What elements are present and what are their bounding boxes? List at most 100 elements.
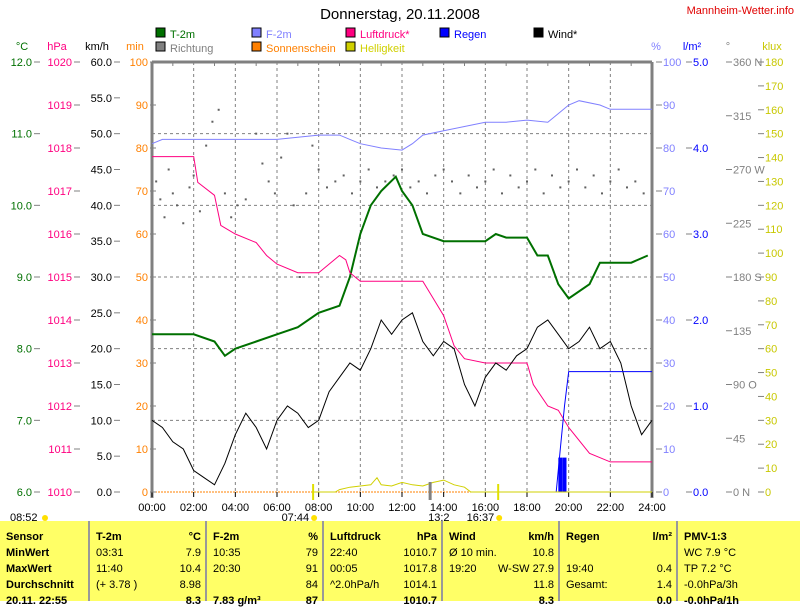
- axis-unit-label: l/m²: [683, 41, 702, 53]
- table-cell: -0.0hPa/3h: [684, 579, 738, 591]
- axis-tick-label: 0: [765, 487, 771, 499]
- chart-title: Donnerstag, 20.11.2008: [320, 6, 480, 23]
- axis-tick-label: 1.0: [693, 401, 708, 413]
- daylength-label: 08:52: [10, 512, 38, 521]
- axis-tick-label: 50: [136, 272, 148, 284]
- axis-tick-label: 20: [136, 401, 148, 413]
- legend-swatch: [251, 27, 262, 38]
- sun-icon: [311, 515, 318, 521]
- rain-bar: [562, 457, 567, 492]
- table-cell: 19:20: [449, 563, 477, 575]
- direction-point: [171, 192, 174, 195]
- direction-point: [286, 132, 289, 135]
- axis-tick-label: 30: [765, 415, 777, 427]
- sun-icon: [496, 515, 503, 521]
- direction-point: [305, 192, 308, 195]
- axis-tick-label: 9.0: [17, 272, 32, 284]
- axis-tick-label: 40: [765, 391, 777, 403]
- direction-point: [367, 168, 370, 171]
- weather-chart: 00:00 02:00 04:00 06:00 08:00 10:00 12:00 14:00…: [10, 27, 783, 521]
- direction-point: [163, 216, 166, 219]
- axis-tick-label: 110: [765, 224, 783, 236]
- axis-tick-label: 0: [663, 487, 669, 499]
- direction-point: [392, 174, 395, 177]
- table-cell: 10.8: [532, 547, 554, 559]
- legend-swatch: [533, 27, 544, 38]
- table-cell: WC 7.9 °C: [684, 547, 737, 559]
- axis-unit-label: min: [126, 41, 144, 53]
- direction-point: [198, 210, 201, 213]
- sun-time-label: 07:44: [282, 512, 310, 521]
- table-cell: 11:40: [96, 563, 123, 575]
- direction-point: [205, 144, 208, 147]
- series-line-helligkeit: [312, 476, 652, 493]
- table-cell: -0.0hPa/1h: [684, 595, 740, 607]
- direction-point: [559, 186, 562, 189]
- table-cell: Luftdruck: [330, 531, 381, 543]
- axis-tick-label: 50: [663, 272, 675, 284]
- direction-point: [334, 180, 337, 183]
- table-cell: 20.11. 22:55: [6, 595, 68, 607]
- table-cell: 20:30: [213, 563, 241, 575]
- direction-point: [409, 186, 412, 189]
- table-cell: 00:05: [330, 563, 358, 575]
- axis-tick-label: 130: [765, 176, 783, 188]
- x-tick-label: 16:00: [472, 502, 500, 514]
- x-tick-label: 04:00: [222, 502, 250, 514]
- direction-point: [342, 174, 345, 177]
- direction-point: [311, 144, 314, 147]
- axis-tick-label: 90 O: [733, 380, 757, 392]
- table-cell: W-SW 27.9: [497, 563, 554, 575]
- x-tick-label: 00:00: [138, 502, 166, 514]
- table-cell: 84: [305, 579, 318, 591]
- axis-tick-label: 30: [663, 358, 675, 370]
- x-tick-label: 02:00: [180, 502, 208, 514]
- x-tick-label: 20:00: [555, 502, 583, 514]
- table-cell: 1010.7: [403, 547, 437, 559]
- direction-point: [267, 180, 270, 183]
- direction-point: [634, 180, 637, 183]
- axis-tick-label: 100: [663, 57, 681, 69]
- legend-label: Richtung: [170, 43, 213, 55]
- direction-point: [576, 168, 578, 171]
- axis-tick-label: 1014: [48, 315, 72, 327]
- axis-tick-label: 225: [733, 218, 751, 230]
- axis-tick-label: 1020: [48, 57, 72, 69]
- direction-point: [417, 180, 420, 183]
- x-tick-label: 06:00: [263, 502, 291, 514]
- axis-tick-label: 140: [765, 153, 783, 165]
- direction-point: [551, 174, 553, 177]
- legend-label: T-2m: [170, 29, 195, 41]
- direction-point: [434, 174, 437, 177]
- axis-tick-label: 80: [136, 143, 148, 155]
- axis-tick-label: 1012: [48, 401, 72, 413]
- direction-point: [280, 156, 283, 159]
- x-tick-label: 22:00: [597, 502, 625, 514]
- site-brand-link[interactable]: Mannheim-Wetter.info: [686, 5, 794, 17]
- direction-point: [255, 132, 258, 135]
- axis-tick-label: 90: [765, 272, 777, 284]
- axis-tick-label: 1011: [48, 444, 72, 456]
- axis-tick-label: 15.0: [91, 380, 112, 392]
- axis-tick-label: 60: [136, 229, 148, 241]
- legend-swatch: [345, 27, 356, 38]
- axis-tick-label: 50.0: [91, 129, 112, 141]
- legend-swatch: [155, 27, 166, 38]
- sun-icon: [42, 515, 48, 521]
- axis-tick-label: 10: [136, 444, 148, 456]
- direction-point: [459, 192, 462, 195]
- series-line-luftdruck-: [152, 156, 652, 463]
- stats-table: Sensor MinWert MaxWert Durchschnitt 20.11. 2…: [0, 521, 800, 607]
- axis-tick-label: 160: [765, 105, 783, 117]
- table-cell: 8.3: [538, 595, 554, 607]
- table-column: Sensor MinWert MaxWert Durchschnitt 20.11. 2…: [0, 521, 86, 607]
- direction-point: [517, 186, 520, 189]
- axis-tick-label: 120: [765, 200, 783, 212]
- axis-tick-label: 90: [136, 100, 148, 112]
- table-cell: (+ 3.78 ): [96, 579, 138, 591]
- direction-point: [155, 180, 158, 183]
- table-cell: PMV-1:3: [684, 531, 727, 543]
- axis-tick-label: 45.0: [91, 165, 112, 177]
- direction-point: [442, 168, 445, 171]
- direction-point: [476, 186, 478, 189]
